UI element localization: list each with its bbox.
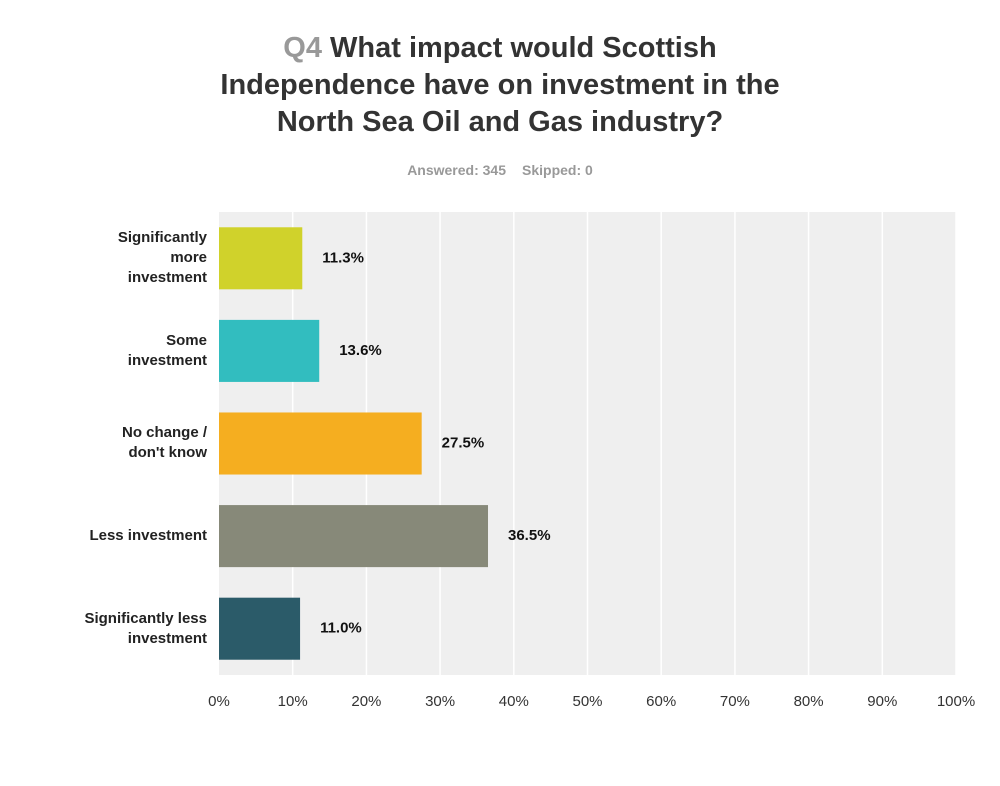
- x-tick-label: 30%: [425, 693, 455, 710]
- value-label: 36.5%: [508, 527, 551, 544]
- bar: [219, 505, 489, 568]
- category-label: No change / don't know: [121, 424, 207, 462]
- bar: [219, 412, 422, 475]
- category-label: Some investment: [127, 331, 207, 369]
- x-tick-label: 70%: [720, 693, 750, 710]
- x-tick-label: 100%: [937, 693, 975, 710]
- x-tick-label: 20%: [351, 693, 381, 710]
- question-number: Q4: [283, 32, 322, 64]
- value-label: 11.3%: [322, 249, 364, 266]
- response-stats: Answered: 345 Skipped: 0: [0, 162, 1000, 178]
- x-tick-label: 90%: [867, 693, 897, 710]
- x-tick-label: 50%: [572, 693, 602, 710]
- chart-title: What impact would Scottish Independence …: [220, 32, 780, 138]
- x-tick-label: 80%: [794, 693, 824, 710]
- value-label: 27.5%: [442, 434, 485, 451]
- chart-title-block: Q4 What impact would Scottish Independen…: [190, 30, 810, 141]
- x-tick-label: 0%: [208, 693, 230, 710]
- x-tick-label: 60%: [646, 693, 676, 710]
- category-label: Significantly more investment: [117, 229, 207, 287]
- bar: [219, 597, 301, 660]
- x-tick-label: 40%: [499, 693, 529, 710]
- answered: Answered: 345: [407, 162, 507, 178]
- x-tick-label: 10%: [278, 693, 308, 710]
- category-label: Less investment: [89, 527, 207, 545]
- value-label: 13.6%: [339, 342, 382, 359]
- bar: [219, 227, 303, 290]
- value-label: 11.0%: [320, 620, 362, 637]
- bar: [219, 319, 320, 382]
- skipped: Skipped: 0: [522, 162, 593, 178]
- category-label: Significantly less investment: [84, 609, 207, 647]
